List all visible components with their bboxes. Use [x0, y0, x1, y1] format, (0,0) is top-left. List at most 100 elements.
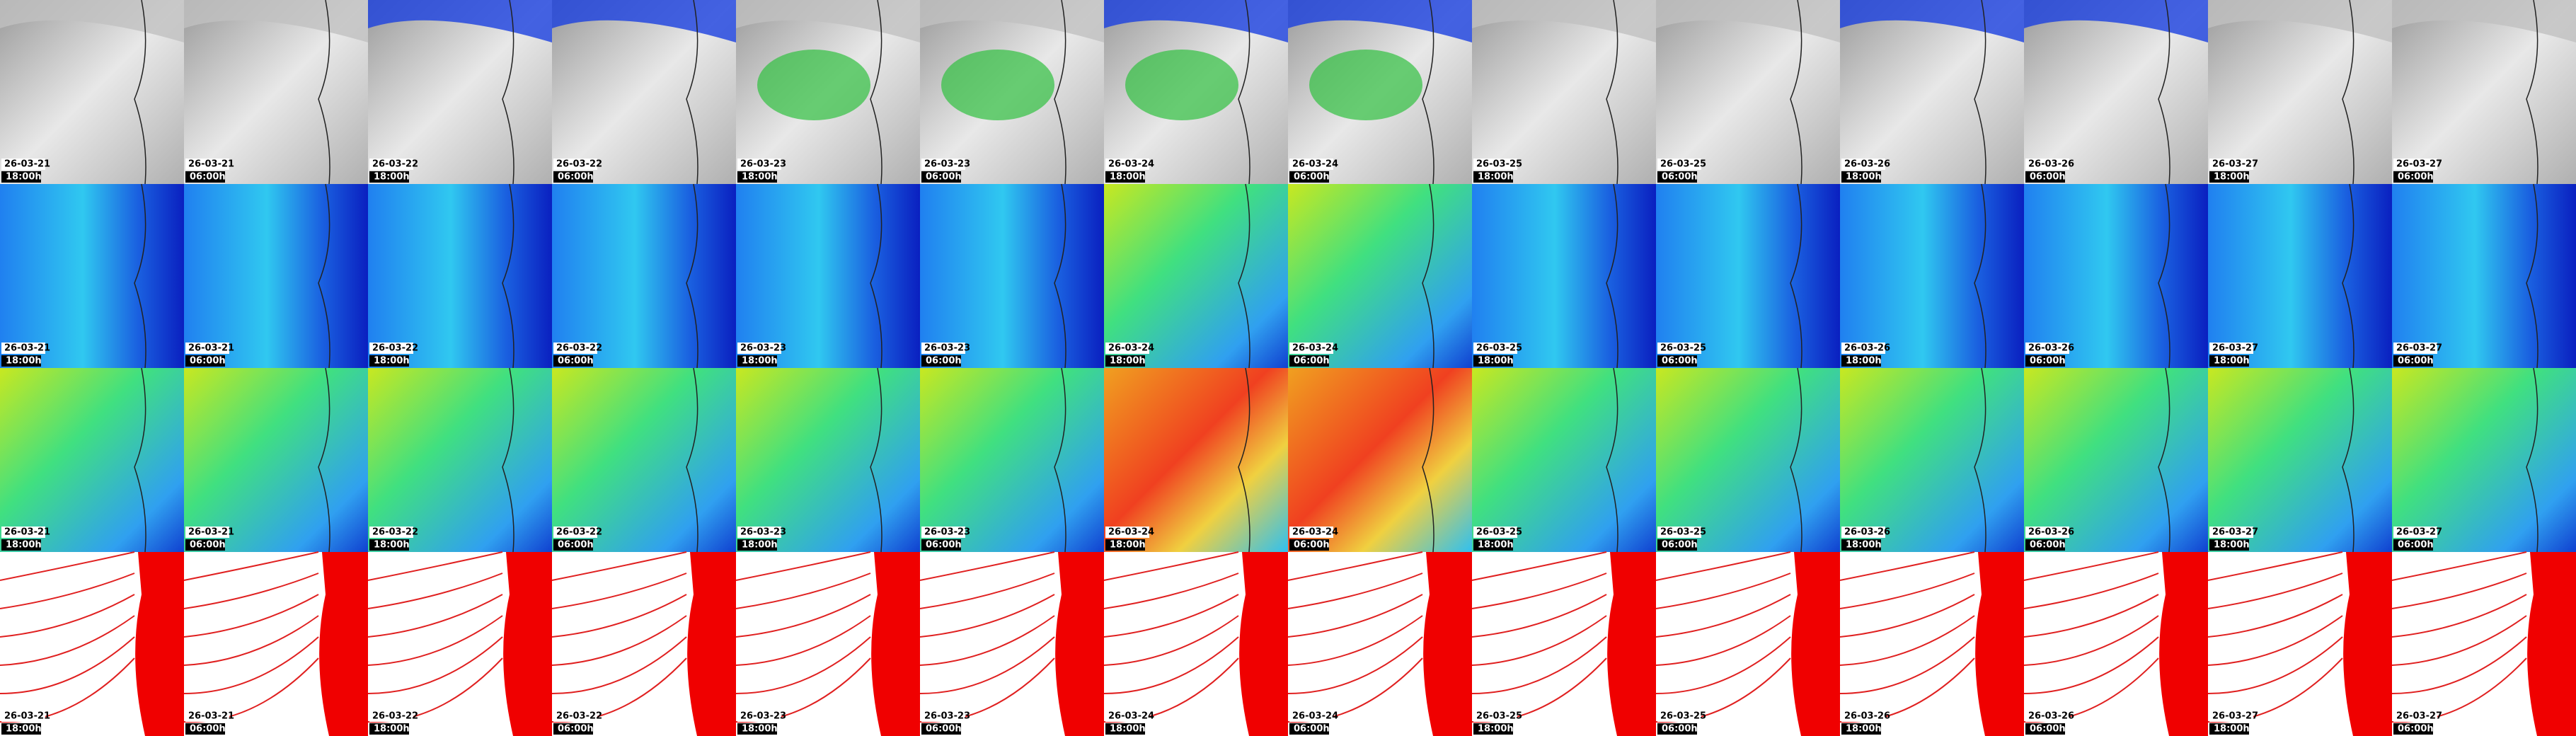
time-label: 18:00h	[1478, 540, 1514, 551]
coastline	[2158, 0, 2170, 185]
map-tile: 26-03-25 06:00h	[1655, 551, 1840, 736]
time-box	[921, 723, 961, 735]
coastline	[1974, 0, 1986, 185]
coastline	[1422, 0, 1434, 185]
time-label: 06:00h	[190, 356, 226, 367]
date-box	[2025, 527, 2069, 538]
cloud-band	[1288, 0, 1472, 42]
map-tile: 26-03-24 06:00h	[1287, 551, 1472, 736]
coastline	[1422, 183, 1434, 369]
isobar	[183, 573, 319, 609]
isobar	[551, 551, 687, 581]
time-label: 06:00h	[1662, 724, 1698, 735]
cloud-band	[1656, 0, 1840, 42]
map-background	[1288, 368, 1472, 552]
time-label: 18:00h	[1478, 356, 1514, 367]
isobar	[367, 615, 503, 666]
coastline	[2158, 367, 2170, 553]
time-box	[1657, 723, 1697, 735]
time-label: 18:00h	[6, 540, 42, 551]
time-label: 06:00h	[1294, 356, 1330, 367]
time-label: 06:00h	[2030, 540, 2066, 551]
map-background	[1840, 184, 2024, 368]
time-box	[369, 539, 409, 551]
date-label: 26-03-22	[556, 159, 602, 170]
isobar	[2023, 594, 2159, 638]
isobar	[367, 573, 503, 609]
date-label: 26-03-26	[2028, 711, 2074, 722]
isobar	[367, 636, 503, 694]
coastline	[2342, 183, 2354, 369]
map-tile: 26-03-21 06:00h	[183, 551, 368, 736]
map-tile: 26-03-24 18:00h	[1104, 367, 1288, 553]
time-box	[1289, 355, 1329, 367]
isobar	[2391, 636, 2527, 694]
map-tile: 26-03-22 06:00h	[551, 551, 736, 736]
time-box	[2025, 723, 2065, 735]
cloud-band	[184, 0, 368, 42]
time-box	[1105, 539, 1145, 551]
date-label: 26-03-23	[924, 527, 970, 538]
time-box	[1657, 355, 1697, 367]
land-mask	[1607, 552, 1656, 736]
date-label: 26-03-21	[188, 711, 234, 722]
isobar	[2391, 615, 2527, 666]
map-tile: 26-03-23 06:00h	[920, 0, 1104, 185]
map-background	[1472, 184, 1656, 368]
time-label: 06:00h	[190, 540, 226, 551]
date-label: 26-03-23	[924, 159, 970, 170]
coastline	[502, 367, 514, 553]
isobar	[183, 594, 319, 638]
date-label: 26-03-23	[924, 343, 970, 354]
date-label: 26-03-25	[1660, 527, 1706, 538]
date-label: 26-03-25	[1660, 711, 1706, 722]
map-tile: 26-03-26 06:00h	[2024, 367, 2208, 553]
isobar	[0, 636, 135, 694]
isobar	[735, 636, 871, 694]
coastline	[2342, 0, 2354, 185]
isobar	[183, 615, 319, 666]
date-label: 26-03-26	[2028, 159, 2074, 170]
time-box	[2025, 171, 2065, 183]
date-label: 26-03-22	[556, 527, 602, 538]
date-box	[1289, 343, 1333, 354]
date-label: 26-03-24	[1292, 343, 1338, 354]
isobar	[0, 615, 135, 666]
isobar	[2023, 615, 2159, 666]
time-label: 18:00h	[1846, 540, 1882, 551]
coastline	[1606, 0, 1618, 185]
map-background	[2208, 368, 2392, 552]
date-box	[553, 711, 597, 722]
time-label: 18:00h	[1478, 724, 1514, 735]
date-box	[737, 527, 781, 538]
coastline	[2158, 183, 2170, 369]
land-mask	[2343, 552, 2392, 736]
time-box	[1841, 539, 1881, 551]
time-box	[1289, 539, 1329, 551]
map-tile: 26-03-21 18:00h	[0, 0, 184, 185]
time-label: 06:00h	[558, 356, 594, 367]
date-label: 26-03-26	[1844, 527, 1890, 538]
map-background	[1656, 184, 1840, 368]
map-tile: 26-03-25 06:00h	[1656, 183, 1840, 369]
time-box	[1, 355, 41, 367]
date-box	[1289, 527, 1333, 538]
map-tile: 26-03-22 06:00h	[552, 367, 736, 553]
isobar	[367, 594, 503, 638]
map-tile: 26-03-27 06:00h	[2392, 183, 2576, 369]
coastline	[318, 0, 330, 185]
date-label: 26-03-22	[372, 711, 418, 722]
time-label: 18:00h	[2214, 356, 2250, 367]
date-box	[1, 711, 45, 722]
isobar	[919, 636, 1055, 694]
date-box	[185, 159, 229, 170]
date-box	[1473, 343, 1517, 354]
time-label: 06:00h	[2398, 172, 2434, 183]
time-box	[185, 355, 225, 367]
cloud-band	[1840, 0, 2024, 42]
coastline	[2526, 0, 2538, 185]
isobar	[1655, 551, 1791, 581]
isobar	[1287, 594, 1423, 638]
coastline	[1790, 183, 1802, 369]
